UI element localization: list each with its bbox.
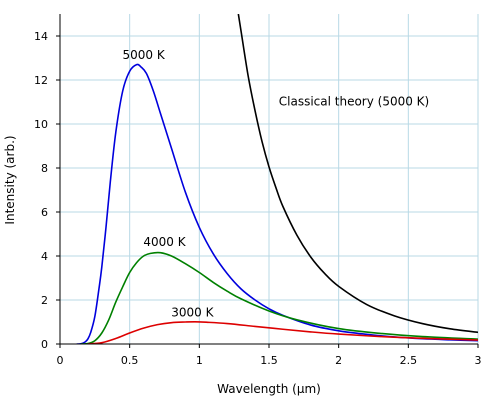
x-tick-label: 3	[475, 354, 482, 367]
y-tick-label: 2	[41, 294, 48, 307]
grid	[60, 14, 479, 344]
x-tick-label: 1.5	[260, 354, 278, 367]
y-axis-label: Intensity (arb.)	[3, 135, 17, 224]
y-tick-label: 14	[34, 30, 48, 43]
x-tick-label: 0	[57, 354, 64, 367]
y-tick-label: 12	[34, 74, 48, 87]
y-tick-label: 10	[34, 118, 48, 131]
y-tick-label: 0	[41, 338, 48, 351]
tick-marks	[56, 35, 479, 348]
annotation-4000-k: 4000 K	[143, 235, 186, 249]
tick-labels: 0 0.5 1 1.5 2 2.5 3 0 2 4 6 8 10 12 14	[34, 30, 482, 367]
curves	[76, 14, 478, 344]
annotations: 5000 K 4000 K 3000 K Classical theory (5000…	[122, 48, 429, 319]
y-tick-label: 4	[41, 250, 48, 263]
x-axis-label: Wavelength (μm)	[217, 382, 321, 396]
curve-5000-k	[76, 63, 478, 344]
annotation-5000-k: 5000 K	[122, 48, 165, 62]
x-tick-label: 0.5	[121, 354, 139, 367]
curve-3000-k	[87, 320, 478, 344]
annotation-classical-theory-5000-k: Classical theory (5000 K)	[279, 94, 429, 108]
x-tick-label: 2.5	[400, 354, 418, 367]
y-tick-label: 8	[41, 162, 48, 175]
x-tick-label: 1	[196, 354, 203, 367]
curve-classical-theory-5000-k	[237, 14, 478, 334]
y-tick-label: 6	[41, 206, 48, 219]
annotation-3000-k: 3000 K	[171, 306, 214, 320]
curve-4000-k	[80, 251, 478, 344]
x-tick-label: 2	[335, 354, 342, 367]
